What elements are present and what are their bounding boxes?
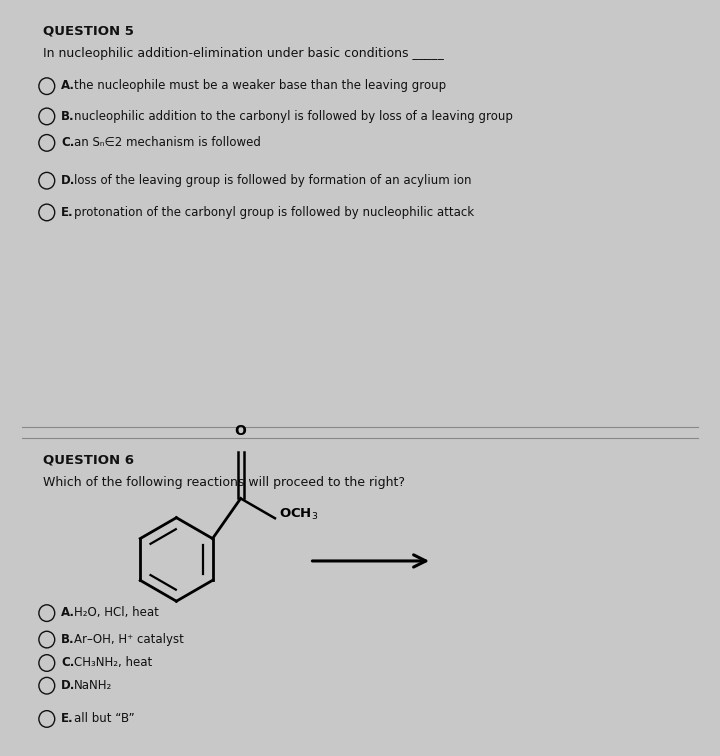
Text: OCH$_3$: OCH$_3$ <box>279 507 318 522</box>
Text: Ar–OH, H⁺ catalyst: Ar–OH, H⁺ catalyst <box>74 633 184 646</box>
Text: A.: A. <box>61 79 75 92</box>
Text: C.: C. <box>61 656 75 669</box>
Text: C.: C. <box>61 136 75 149</box>
Text: B.: B. <box>61 633 75 646</box>
Text: NaNH₂: NaNH₂ <box>74 679 112 692</box>
Text: A.: A. <box>61 606 75 619</box>
Text: D.: D. <box>61 679 76 692</box>
Text: O: O <box>235 424 246 438</box>
Text: the nucleophile must be a weaker base than the leaving group: the nucleophile must be a weaker base th… <box>74 79 446 92</box>
Text: CH₃NH₂, heat: CH₃NH₂, heat <box>74 656 153 669</box>
Text: all but “B”: all but “B” <box>74 712 135 725</box>
Text: D.: D. <box>61 174 76 187</box>
Text: In nucleophilic addition-elimination under basic conditions _____: In nucleophilic addition-elimination und… <box>43 47 444 60</box>
Text: Which of the following reactions will proceed to the right?: Which of the following reactions will pr… <box>43 476 405 489</box>
Text: E.: E. <box>61 712 74 725</box>
Text: QUESTION 6: QUESTION 6 <box>43 454 134 466</box>
Text: protonation of the carbonyl group is followed by nucleophilic attack: protonation of the carbonyl group is fol… <box>74 206 474 218</box>
Text: H₂O, HCl, heat: H₂O, HCl, heat <box>74 606 159 619</box>
Text: B.: B. <box>61 110 75 122</box>
Text: loss of the leaving group is followed by formation of an acylium ion: loss of the leaving group is followed by… <box>74 174 472 187</box>
Text: an Sₙ∈2 mechanism is followed: an Sₙ∈2 mechanism is followed <box>74 136 261 149</box>
Text: nucleophilic addition to the carbonyl is followed by loss of a leaving group: nucleophilic addition to the carbonyl is… <box>74 110 513 122</box>
Text: QUESTION 5: QUESTION 5 <box>43 24 134 37</box>
Text: E.: E. <box>61 206 74 218</box>
